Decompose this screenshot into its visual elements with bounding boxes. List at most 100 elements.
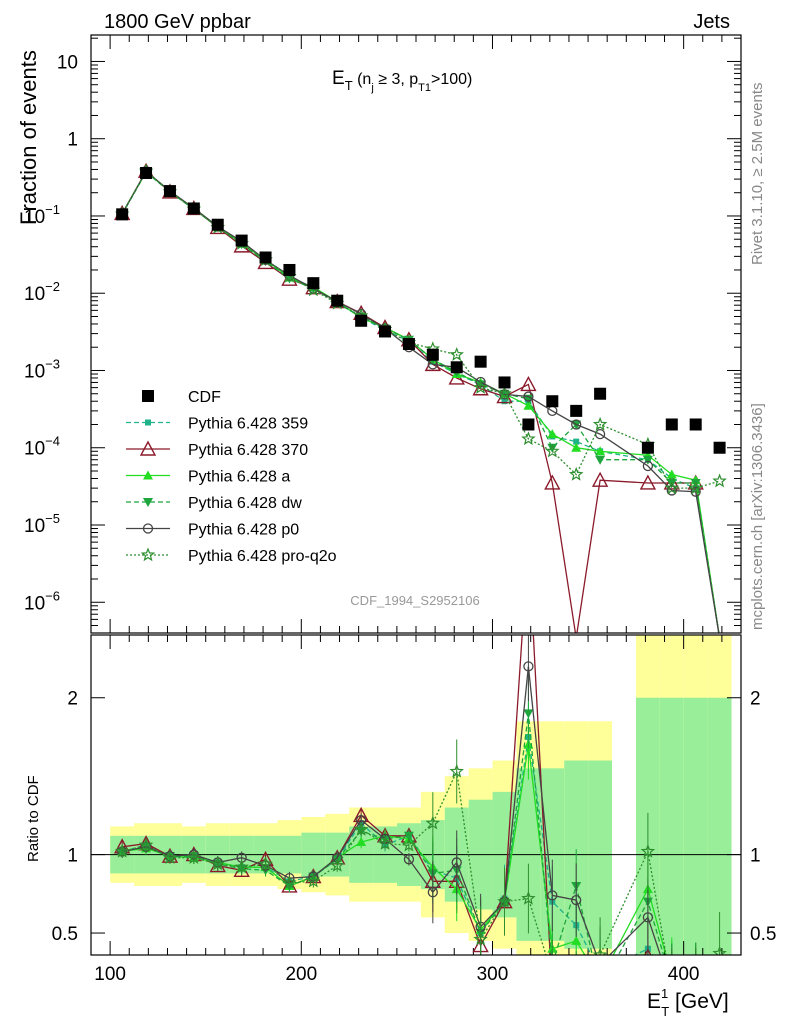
series-point-pq2o bbox=[449, 347, 464, 361]
series-point-pa bbox=[547, 429, 558, 439]
x-tick-label: 400 bbox=[668, 964, 700, 985]
series-point-pq2o bbox=[521, 431, 536, 446]
y-tick-exponent: −4 bbox=[45, 434, 60, 449]
series-point-pq2o bbox=[545, 443, 560, 458]
header-process: Jets bbox=[693, 11, 730, 33]
cdf-point bbox=[713, 441, 726, 454]
ratio-point-pq2o bbox=[425, 815, 441, 830]
ratio-point-pa bbox=[595, 975, 605, 984]
series-point-pa bbox=[523, 400, 534, 410]
ratio-point-pp0 bbox=[596, 960, 605, 969]
series-point-pa bbox=[666, 469, 677, 479]
legend-marker-cdf bbox=[142, 390, 154, 402]
series-point-p359 bbox=[501, 398, 508, 405]
y-tick-base: 10 bbox=[24, 361, 45, 382]
ratio-tick-label: 0.5 bbox=[52, 924, 78, 945]
y-tick-base: 10 bbox=[24, 284, 45, 305]
y-tick-exponent: −1 bbox=[45, 202, 60, 217]
ratio-point-pq2o bbox=[186, 850, 202, 864]
legend-marker-pp0 bbox=[142, 523, 154, 534]
legend-label-p359: Pythia 6.428 359 bbox=[188, 416, 308, 433]
ratio-point-pp0 bbox=[451, 857, 462, 868]
x-tick-label: 100 bbox=[94, 964, 126, 985]
series-point-pp0 bbox=[642, 460, 654, 472]
cdf-point bbox=[187, 202, 200, 215]
cdf-point bbox=[331, 294, 344, 307]
ratio-point-pdw bbox=[403, 831, 414, 841]
side-rivet-label: Rivet 3.1.10, ≥ 2.5M events bbox=[749, 83, 766, 266]
band-inner bbox=[707, 697, 732, 955]
cdf-point bbox=[570, 404, 583, 417]
ratio-point-pq2o bbox=[592, 947, 608, 955]
series-point-pdw bbox=[547, 443, 558, 453]
ratio-point-pq2o bbox=[114, 843, 130, 858]
series-point-pq2o bbox=[712, 473, 727, 488]
ratio-point-pq2o bbox=[210, 856, 226, 871]
band-inner bbox=[683, 697, 708, 955]
y-tick-label: 10−3 bbox=[24, 356, 60, 382]
cdf-point bbox=[163, 185, 176, 198]
series-cdf bbox=[116, 166, 726, 454]
series-point-p370 bbox=[663, 474, 680, 490]
legend-label-pq2o: Pythia 6.428 pro-q2o bbox=[188, 548, 337, 565]
y-tick-base: 10 bbox=[24, 516, 45, 537]
y-tick-label: 1 bbox=[67, 130, 78, 151]
series-point-p370 bbox=[639, 474, 657, 490]
series-point-pq2o bbox=[592, 416, 608, 431]
cdf-point bbox=[235, 234, 248, 247]
ratio-point-pp0 bbox=[523, 661, 534, 672]
xlabel-unit: [GeV] bbox=[669, 990, 729, 1013]
plot-title: ET (nj ≥ 3, pT1>100) bbox=[332, 68, 472, 94]
side-mcplots-label: mcplots.cern.ch [arXiv:1306.3436] bbox=[749, 403, 766, 630]
legend-marker-pa bbox=[143, 470, 153, 480]
y-tick-exponent: −6 bbox=[45, 588, 60, 603]
ratio-tick-label: 2 bbox=[67, 689, 78, 710]
ratio-point-pp0 bbox=[427, 887, 438, 898]
series-point-p370 bbox=[591, 471, 609, 487]
ratio-point-pq2o bbox=[547, 969, 558, 980]
series-point-pp0 bbox=[690, 486, 701, 497]
ratio-point-pa bbox=[571, 935, 582, 945]
legend-marker-pdw bbox=[143, 498, 153, 507]
y-tick-label: 10−5 bbox=[24, 511, 60, 537]
series-point-pq2o bbox=[688, 480, 703, 495]
y-tick-exponent: −3 bbox=[45, 356, 60, 371]
series-point-pq2o bbox=[568, 466, 584, 481]
y-tick-label: 10−1 bbox=[24, 202, 60, 228]
series-point-pq2o bbox=[664, 480, 680, 495]
ratio-point-pp0 bbox=[403, 854, 415, 865]
band-inner bbox=[659, 697, 684, 955]
xlabel: E1 T [GeV] bbox=[647, 986, 729, 1019]
y-tick-exponent: −2 bbox=[45, 279, 60, 294]
ratio-point-pq2o bbox=[521, 890, 536, 905]
cdf-point bbox=[689, 418, 702, 431]
cdf-point bbox=[283, 263, 296, 276]
cdf-point bbox=[116, 208, 129, 221]
plot-title-sub3: T1 bbox=[418, 82, 431, 94]
cdf-point bbox=[379, 325, 392, 338]
y-tick-label: 10−2 bbox=[24, 279, 60, 305]
cdf-point bbox=[546, 395, 559, 408]
x-tick-label: 200 bbox=[285, 964, 317, 985]
cdf-point bbox=[450, 361, 463, 374]
series-point-pp0 bbox=[571, 419, 582, 430]
ratio-point-pq2o bbox=[449, 763, 464, 778]
legend-marker-p359 bbox=[145, 419, 151, 426]
series-point-p359 bbox=[573, 438, 580, 445]
plot-title-rest1: (n bbox=[353, 71, 372, 88]
ratio-point-pa bbox=[356, 837, 367, 847]
cdf-point bbox=[402, 338, 415, 351]
plot-title-rest3: >100) bbox=[431, 71, 472, 88]
legend-marker-p370 bbox=[139, 440, 157, 456]
xlabel-sup: 1 bbox=[661, 986, 668, 1001]
series-point-pq2o bbox=[497, 386, 512, 400]
plot-title-sub1: T bbox=[345, 78, 353, 93]
cdf-point bbox=[474, 355, 487, 368]
ratio-point-pq2o bbox=[162, 850, 178, 864]
ylabel-main: Fraction of events bbox=[16, 50, 41, 225]
cdf-point bbox=[522, 418, 535, 431]
series-layer bbox=[113, 162, 727, 984]
series-line-pq2o bbox=[121, 170, 720, 489]
ratio-point-pdw bbox=[523, 709, 534, 719]
